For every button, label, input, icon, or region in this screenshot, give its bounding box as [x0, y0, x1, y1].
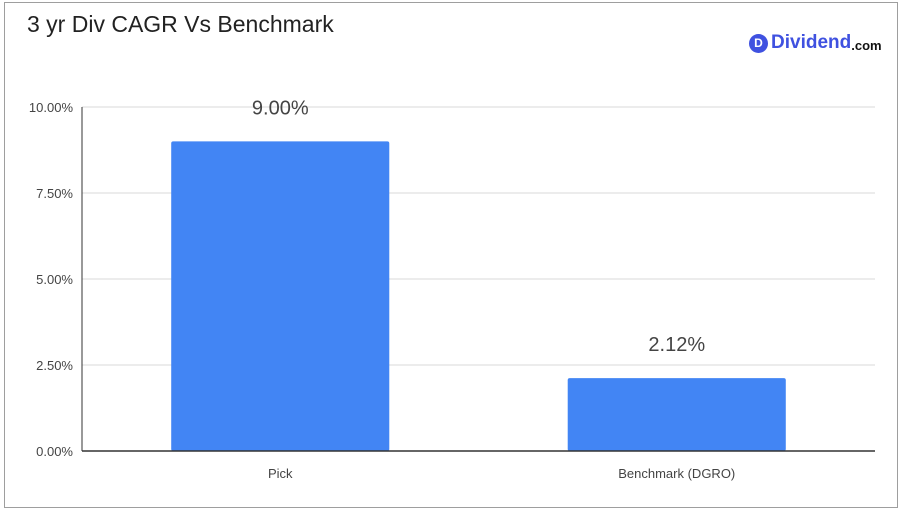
- y-tick-label: 0.00%: [36, 444, 73, 459]
- chart-frame: 3 yr Div CAGR Vs Benchmark D Dividend .c…: [4, 2, 898, 508]
- x-tick-label: Benchmark (DGRO): [618, 466, 735, 481]
- logo-badge-icon: D: [749, 33, 768, 53]
- bar: [567, 378, 786, 451]
- bar: [171, 141, 390, 451]
- x-tick-label: Pick: [268, 466, 293, 481]
- data-label: 9.00%: [252, 97, 309, 119]
- logo-wordmark: Dividend: [771, 32, 852, 53]
- y-tick-label: 7.50%: [36, 186, 73, 201]
- logo-suffix: .com: [851, 37, 882, 53]
- y-tick-label: 10.00%: [29, 100, 74, 115]
- dividend-logo[interactable]: D Dividend .com: [749, 32, 882, 54]
- y-tick-label: 5.00%: [36, 272, 73, 287]
- data-label: 2.12%: [648, 334, 705, 356]
- chart-title: 3 yr Div CAGR Vs Benchmark: [27, 11, 334, 37]
- y-tick-label: 2.50%: [36, 358, 73, 373]
